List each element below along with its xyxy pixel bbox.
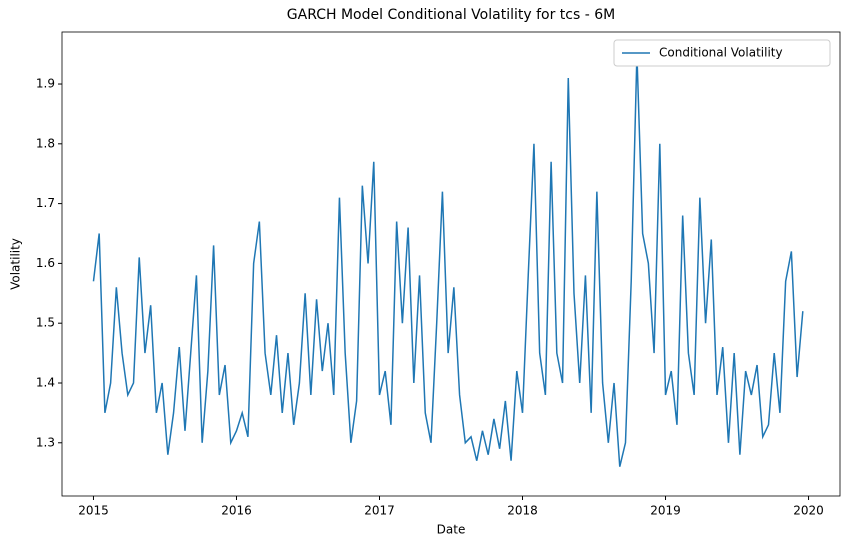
y-tick-label: 1.4 xyxy=(36,375,55,389)
x-tick-label: 2019 xyxy=(650,504,681,518)
x-tick-label: 2015 xyxy=(78,504,109,518)
legend-label: Conditional Volatility xyxy=(659,46,783,60)
legend-box xyxy=(613,39,831,67)
y-tick-label: 1.5 xyxy=(36,316,55,330)
chart-title: GARCH Model Conditional Volatility for t… xyxy=(287,7,615,23)
y-tick-label: 1.7 xyxy=(36,196,55,210)
y-tick-label: 1.6 xyxy=(36,256,55,270)
x-tick-label: 2020 xyxy=(793,504,824,518)
plot-frame xyxy=(61,31,841,497)
line-series xyxy=(92,54,804,467)
y-tick-label: 1.8 xyxy=(36,136,55,150)
y-axis-label: Volatility xyxy=(9,238,23,290)
y-tick-label: 1.9 xyxy=(36,77,55,91)
x-axis-label: Date xyxy=(437,523,466,537)
x-tick-label: 2017 xyxy=(364,504,395,518)
y-tick-label: 1.3 xyxy=(36,435,55,449)
x-tick-label: 2016 xyxy=(221,504,252,518)
x-tick-label: 2018 xyxy=(507,504,538,518)
